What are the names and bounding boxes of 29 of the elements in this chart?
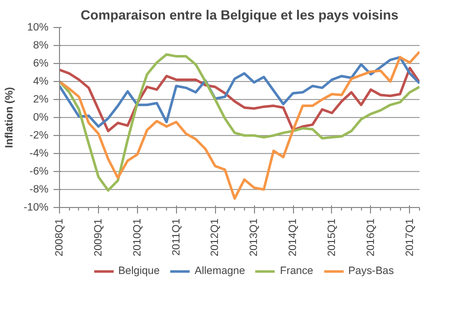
y-tick-label: -4%	[30, 148, 50, 160]
x-tick-label: 2015Q1	[326, 218, 338, 256]
y-axis-title: Inflation (%)	[4, 86, 16, 148]
line-series	[60, 66, 420, 132]
y-tick-label: -10%	[24, 202, 50, 214]
y-tick-label: 8%	[33, 40, 50, 52]
y-tick-label: 6%	[33, 58, 50, 70]
y-tick-label: -2%	[30, 130, 50, 142]
y-tick-label: -8%	[30, 184, 50, 196]
x-tick-label: 2008Q1	[54, 218, 66, 256]
legend-label: Belgique	[118, 265, 160, 277]
x-tick-label: 2009Q1	[92, 218, 104, 256]
y-tick-label: 2%	[33, 94, 50, 106]
y-tick-label: 10%	[27, 22, 50, 34]
legend-label: Pays-Bas	[348, 265, 394, 277]
y-tick-label: 4%	[33, 76, 50, 88]
chart-title: Comparaison entre la Belgique et les pays voisins	[80, 8, 398, 22]
x-tick-label: 2013Q1	[248, 218, 260, 256]
x-tick-label: 2011Q1	[170, 218, 182, 256]
x-tick-label: 2016Q1	[364, 218, 377, 256]
line-series	[60, 56, 420, 128]
x-tick-label: 2017Q1	[404, 218, 416, 256]
x-tick-label: 2014Q1	[287, 218, 300, 256]
legend-label: Allemagne	[194, 265, 246, 277]
y-tick-label: 0%	[33, 112, 50, 124]
legend-label: France	[280, 265, 314, 277]
x-tick-label: 2010Q1	[131, 218, 144, 256]
x-tick-label: 2012Q1	[209, 218, 222, 256]
y-tick-label: -6%	[30, 166, 50, 178]
